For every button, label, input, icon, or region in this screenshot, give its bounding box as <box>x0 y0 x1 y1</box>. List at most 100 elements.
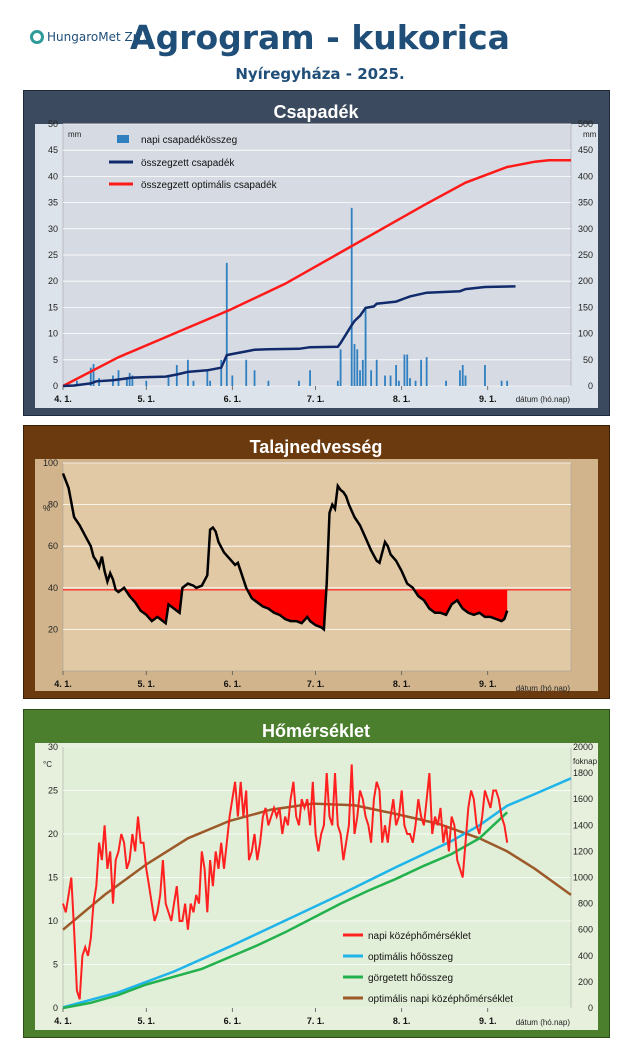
y-left-unit: °C <box>43 760 52 769</box>
x-tick-label: 4. 1. <box>54 394 72 404</box>
daily-precip-bar <box>192 380 195 386</box>
daily-precip-bar <box>409 378 411 386</box>
daily-precip-bar <box>445 380 447 386</box>
daily-precip-bar <box>231 375 234 386</box>
chart-title: Csapadék <box>273 102 359 122</box>
daily-precip-bar <box>89 367 92 386</box>
daily-precip-bar <box>361 359 364 386</box>
y-left-tick-label: 25 <box>48 786 58 796</box>
y-left-tick-label: 45 <box>48 145 58 155</box>
daily-precip-bar <box>225 262 228 386</box>
daily-precip-bar <box>125 378 128 386</box>
y-right-tick-label: 200 <box>578 276 593 286</box>
x-tick-label: 5. 1. <box>138 394 156 404</box>
daily-precip-bar <box>425 357 428 386</box>
y-right-tick-label: 1400 <box>573 820 593 830</box>
daily-precip-bar <box>406 354 409 386</box>
y-right-tick-label: 400 <box>578 171 593 181</box>
daily-precip-bar <box>128 372 131 386</box>
y-right-tick-label: 0 <box>588 381 593 391</box>
soil-moisture-panel: Talajnedvesség 20 40 60 80 100 4. 1. 5. 1. 6. 1… <box>23 425 610 699</box>
legend-swatch-daily-precip <box>117 135 129 143</box>
x-axis-label: dátum (hó.nap) <box>516 684 571 693</box>
daily-precip-bar <box>209 380 212 386</box>
legend-daily-temp: napi középhőmérséklet <box>368 931 471 942</box>
daily-precip-bar <box>506 380 509 386</box>
precipitation-chart: Csapadék 0510152025303540455005010015020… <box>23 90 610 416</box>
daily-precip-bar <box>359 370 361 386</box>
legend-cumulative: összegzett csapadék <box>141 158 235 169</box>
legend-opt-heat: optimális hőösszeg <box>368 952 453 963</box>
y-right-tick-label: 2000 <box>573 742 593 752</box>
y-left-tick-label: 0 <box>53 381 58 391</box>
x-tick-label: 9. 1. <box>479 1016 497 1026</box>
y-right-tick-label: 100 <box>578 329 593 339</box>
page-title: Agrogram - kukorica <box>130 18 510 57</box>
temperature-chart: Hőmérséklet 0 5 10 15 20 25 30 0 200 400 600 800 100… <box>23 709 610 1038</box>
x-tick-label: 8. 1. <box>393 394 411 404</box>
daily-precip-bar <box>397 380 400 386</box>
legend-optimal: összegzett optimális csapadék <box>141 180 278 191</box>
page-subtitle: Nyíregyháza - 2025. <box>235 65 405 83</box>
title-band <box>35 433 598 459</box>
x-tick-label: 4. 1. <box>54 1016 72 1026</box>
daily-precip-bar <box>375 359 378 386</box>
x-tick-label: 7. 1. <box>307 1016 325 1026</box>
daily-precip-bar <box>414 380 417 386</box>
x-tick-label: 8. 1. <box>393 1016 411 1026</box>
y-right-tick-label: 150 <box>578 302 593 312</box>
y-left-tick-label: 15 <box>48 873 58 883</box>
daily-precip-bar <box>309 370 311 386</box>
y-right-unit: foknap <box>573 757 598 766</box>
y-left-unit: mm <box>68 130 82 139</box>
plot-area <box>62 462 572 672</box>
y-right-tick-label: 450 <box>578 145 593 155</box>
y-left-tick-label: 5 <box>53 355 58 365</box>
daily-precip-bar <box>298 380 300 386</box>
y-left-tick-label: 30 <box>48 224 58 234</box>
daily-precip-bar <box>389 375 392 386</box>
daily-precip-bar <box>267 380 270 386</box>
daily-precip-bar <box>336 380 339 386</box>
y-left-tick-label: 100 <box>43 458 58 468</box>
daily-precip-bar <box>339 349 342 386</box>
y-left-tick-label: 20 <box>48 624 58 634</box>
legend-daily-precip: napi csapadékösszeg <box>141 135 237 146</box>
chart-title: Talajnedvesség <box>250 437 383 457</box>
y-right-tick-label: 0 <box>588 1003 593 1013</box>
y-right-tick-label: 1600 <box>573 794 593 804</box>
daily-precip-bar <box>500 380 503 386</box>
x-axis-label: dátum (hó.nap) <box>516 1018 571 1027</box>
daily-precip-bar <box>364 307 367 386</box>
cumulative-precip-line <box>62 285 516 388</box>
y-right-unit: mm <box>583 130 597 139</box>
y-left-tick-label: 40 <box>48 171 58 181</box>
daily-precip-bar <box>220 359 223 386</box>
daily-precip-bar <box>245 359 248 386</box>
y-left-tick-label: 5 <box>53 960 58 970</box>
logo-mark-icon <box>30 30 44 44</box>
legend-rolling-heat: görgetett hőösszeg <box>368 973 453 984</box>
daily-precip-bar <box>356 349 359 386</box>
x-tick-label: 6. 1. <box>224 679 242 689</box>
daily-precip-bar <box>353 344 356 386</box>
x-tick-label: 9. 1. <box>479 394 497 404</box>
y-right-tick-label: 250 <box>578 250 593 260</box>
soil-moisture-chart: Talajnedvesség 20 40 60 80 100 4. 1. 5. 1. 6. 1… <box>23 425 610 699</box>
temperature-panel: Hőmérséklet 0 5 10 15 20 25 30 0 200 400 600 800 100… <box>23 709 610 1038</box>
y-left-tick-label: 80 <box>48 500 58 510</box>
hungaromet-logo: HungaroMet Zrt. <box>30 30 146 44</box>
daily-precip-bar <box>92 363 95 386</box>
daily-precip-bar <box>384 375 386 386</box>
chart-title: Hőmérséklet <box>262 721 370 741</box>
y-right-tick-label: 50 <box>583 355 593 365</box>
x-tick-label: 6. 1. <box>224 1016 242 1026</box>
daily-mean-temp-line <box>62 764 509 1000</box>
daily-precip-bar <box>131 375 134 386</box>
x-tick-label: 7. 1. <box>307 394 325 404</box>
title-band <box>35 717 598 743</box>
y-left-tick-label: 20 <box>48 829 58 839</box>
y-right-tick-label: 300 <box>578 224 593 234</box>
daily-precip-bar <box>420 359 422 386</box>
daily-precip-bar <box>461 365 464 386</box>
